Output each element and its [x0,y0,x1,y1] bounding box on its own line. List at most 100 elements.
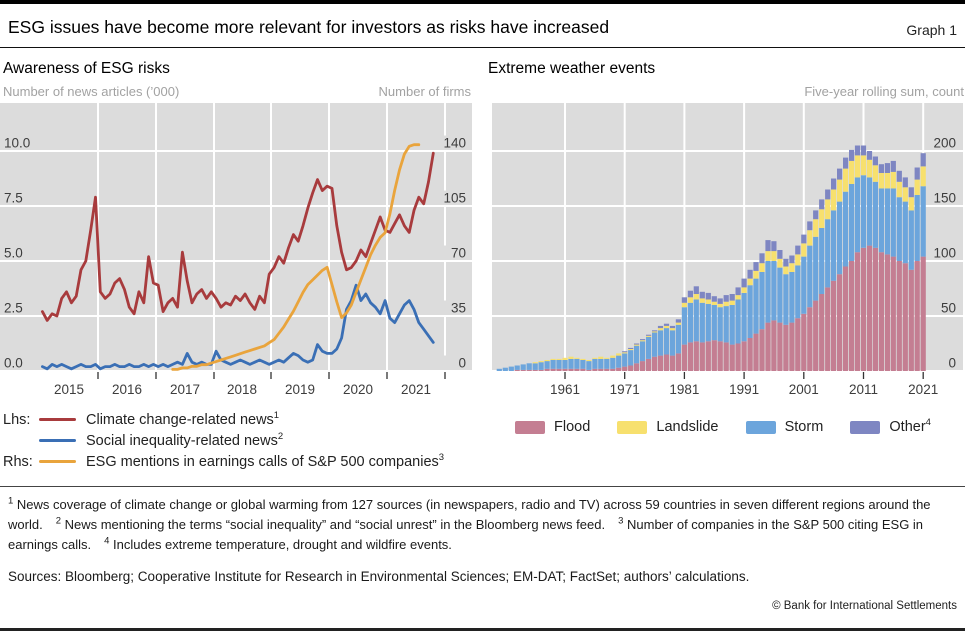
legend-label: Other4 [889,417,931,435]
bar-segment [843,191,849,267]
legend-row-esg-mentions: Rhs: ESG mentions in earnings calls of S… [3,451,472,472]
bar-segment [854,177,861,253]
legend-label: Landslide [656,419,719,435]
bar-segment [908,269,914,371]
bar-segment [717,303,723,308]
bar-segment [616,353,622,356]
bar-segment [807,230,813,246]
bar-segment [532,362,538,364]
bar-segment [777,258,783,268]
bar-segment [759,272,765,330]
bar-segment [544,361,550,369]
bar-segment [860,145,867,156]
bar-segment [920,256,926,371]
bar-segment [628,349,634,351]
bar-segment [687,290,693,298]
bar-segment [819,294,825,371]
bar-segment [622,352,628,354]
bar-segment [538,362,544,370]
tick-label: 0 [458,356,466,371]
bar-segment [920,153,926,167]
bar-segment [598,368,604,371]
legend-row-climate: Lhs: Climate change-related news1 [3,409,472,430]
label-plate [926,135,962,150]
bar-segment [592,368,598,371]
bar-segment [657,355,664,371]
bar-segment [753,270,759,279]
bar-segment [735,343,741,371]
legend-label: Storm [784,419,824,435]
bar-segment [914,179,920,195]
bar-segment [807,245,813,308]
label-plate [432,355,470,370]
bar-segment [837,201,843,275]
charts-row: Awareness of ESG risks Number of news ar… [0,48,965,472]
bar-segment [860,247,867,371]
bar-segment [711,296,717,302]
bar-segment [687,302,693,343]
bar-segment [825,199,831,220]
climate-line-swatch [39,417,76,422]
bar-segment [819,209,825,228]
tick-label: 1991 [729,382,759,397]
bar-segment [890,160,896,172]
bar-segment [813,210,819,220]
bar-segment [663,325,670,329]
plot-background [0,103,472,371]
tick-label: 0 [948,356,956,371]
bar-segment [825,219,831,288]
bar-segment [902,263,908,371]
bar-segment [771,251,777,261]
bar-segment [747,285,753,338]
footnote-marker: 4 [104,535,110,547]
bar-segment [759,329,765,371]
bar-segment [765,240,771,252]
bar-segment [831,178,837,190]
bar-segment [878,188,884,253]
bar-segment [705,292,711,300]
label-plate [432,190,470,205]
bar-segment [807,221,813,231]
bar-segment [598,358,604,369]
bar-segment [628,365,634,371]
bar-segment [604,357,610,359]
bar-segment [807,307,813,371]
legend-label: Social inequality-related news2 [86,430,284,449]
bar-segment [687,297,693,303]
bar-segment [747,338,753,371]
bar-segment [831,189,837,211]
bar-segment [789,272,795,323]
bar-segment [705,303,711,342]
bar-segment [723,306,729,343]
bar-segment [920,166,926,187]
landslide-swatch [617,420,648,434]
label-plate [432,245,470,260]
bar-segment [866,159,873,178]
bar-segment [759,263,765,272]
left-chart-svg: 10.0 7.5 5.0 2.5 0.0 140 105 70 35 0 2015 2016 2017 2… [0,103,472,397]
bar-segment [914,167,920,180]
tick-label: 2.5 [4,301,23,316]
bar-segment [866,151,873,160]
bar-segment [657,328,664,331]
footnote-ref: 2 [277,430,284,442]
bar-segment [675,324,681,354]
legend-row-inequality: Social inequality-related news2 [3,430,472,451]
bar-segment [831,280,837,371]
bar-segment [908,197,914,211]
bar-segment [914,261,920,371]
other-swatch [850,420,881,434]
bar-segment [753,333,759,371]
bar-segment [663,328,670,355]
bar-segment [825,287,831,371]
bar-segment [860,175,867,248]
bar-segment [699,302,705,343]
bar-segment [789,322,795,371]
tick-label: 150 [933,191,956,206]
tick-label: 105 [443,191,466,206]
tick-label: 70 [451,246,466,261]
rolling-sum-unit-label: Five-year rolling sum, count [804,84,964,99]
bar-segment [896,170,902,182]
bar-segment [550,360,556,369]
legend-item-other: Other4 [850,417,931,435]
